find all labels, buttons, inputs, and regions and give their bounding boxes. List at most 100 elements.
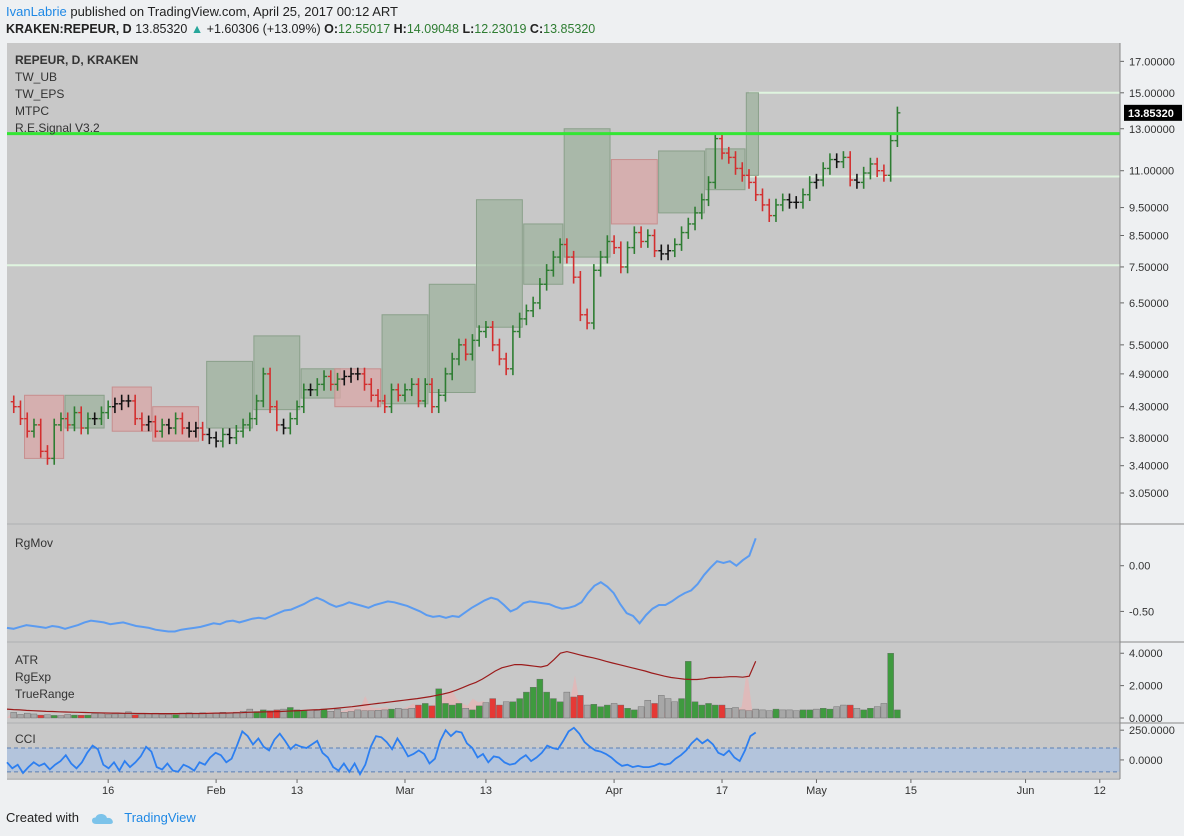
ohlc-line: KRAKEN:REPEUR, D 13.85320 ▲ +1.60306 (+1… [6, 22, 595, 36]
last-price: 13.85320 [135, 22, 188, 36]
low-key: L: [462, 22, 475, 36]
open-value: 12.55017 [338, 22, 391, 36]
truerange-bar [98, 712, 105, 719]
truerange-bar [651, 703, 658, 719]
truerange-bar [219, 712, 227, 719]
truerange-bar [172, 714, 179, 719]
price-axis-label: 8.50000 [1129, 230, 1169, 242]
author-link[interactable]: IvanLabrie [6, 4, 67, 19]
truerange-bar [388, 708, 395, 719]
price-axis-label: 3.40000 [1129, 461, 1169, 473]
time-axis-bg [0, 779, 1184, 803]
time-axis-label: 12 [1094, 785, 1106, 797]
footer: Created with TradingView [6, 810, 196, 826]
truerange-bar [739, 709, 746, 719]
time-axis-label: 15 [905, 785, 917, 797]
range-box [300, 368, 341, 399]
truerange-bar [523, 691, 530, 719]
truerange-bar [44, 714, 51, 719]
truerange-bar [415, 704, 422, 719]
range-box [523, 223, 564, 285]
change-value: +1.60306 (+13.09%) [206, 22, 321, 36]
truerange-bar [678, 698, 685, 719]
truerange-bar [260, 709, 267, 719]
truerange-bar [266, 710, 274, 719]
price-axis-label: 7.50000 [1129, 262, 1169, 274]
truerange-bar [833, 706, 840, 719]
range-box [206, 360, 254, 429]
truerange-bar [287, 707, 294, 719]
truerange-bar [361, 710, 368, 719]
truerange-bar [624, 708, 631, 719]
truerange-bar [860, 709, 867, 719]
price-axis-label: 9.50000 [1129, 203, 1169, 215]
atr-legend-label: ATR [15, 653, 38, 667]
truerange-bar [314, 710, 321, 719]
truerange-bar [610, 703, 618, 719]
truerange-bar [71, 714, 78, 719]
truerange-bar [766, 710, 773, 719]
truerange-bar [759, 709, 766, 719]
range-box [705, 148, 746, 191]
range-box [610, 159, 658, 225]
truerange-bar [779, 709, 786, 719]
atr-legend-label: RgExp [15, 670, 51, 684]
range-box [253, 335, 301, 411]
up-triangle-icon: ▲ [190, 22, 204, 36]
truerange-bar [401, 708, 409, 719]
truerange-bar [475, 705, 483, 719]
atr-axis-label: 0.0000 [1129, 713, 1163, 725]
time-axis-label: Feb [207, 785, 226, 797]
truerange-bar [725, 708, 732, 719]
cci-line [6, 726, 757, 777]
time-axis-label: 13 [480, 785, 492, 797]
truerange-bar [24, 712, 31, 719]
cci-title: CCI [15, 732, 36, 746]
truerange-bar [253, 711, 260, 719]
truerange-bar [10, 712, 17, 719]
truerange-bar [442, 703, 449, 719]
truerange-bar [705, 703, 712, 719]
truerange-bar [246, 708, 254, 719]
price-axis-label: 15.00000 [1129, 88, 1175, 100]
truerange-bar [408, 708, 415, 719]
truerange-bar [462, 708, 469, 719]
tradingview-brand-link[interactable]: TradingView [124, 810, 196, 825]
truerange-bar [698, 704, 705, 719]
truerange-bar [820, 708, 827, 719]
truerange-bar [583, 704, 591, 719]
range-box [24, 394, 65, 459]
truerange-bar [239, 711, 247, 719]
truerange-bar [104, 714, 112, 719]
truerange-bar [577, 695, 584, 719]
truerange-bar [867, 708, 874, 719]
truerange-bar [334, 708, 341, 719]
truerange-bar [91, 713, 98, 719]
truerange-bar [37, 714, 44, 719]
truerange-bar [529, 687, 537, 719]
cci-axis-label: 0.0000 [1129, 755, 1163, 767]
truerange-bar [502, 701, 510, 719]
truerange-bar [550, 698, 557, 719]
time-axis-label: 16 [102, 785, 114, 797]
range-box [658, 150, 705, 214]
truerange-bar [637, 706, 645, 719]
last-price-badge [1124, 104, 1182, 121]
truerange-bar [718, 704, 726, 719]
truerange-bar [745, 710, 753, 719]
truerange-bar [597, 706, 604, 719]
truerange-bar [752, 708, 759, 719]
range-box [64, 394, 105, 429]
indicator-label: TW_UB [15, 70, 57, 84]
indicator-label: R.E.Signal V3.2 [15, 121, 100, 135]
truerange-bar [30, 713, 38, 719]
truerange-bar [395, 708, 402, 719]
truerange-bar [300, 710, 307, 719]
rgmov-axis-label: 0.00 [1129, 561, 1150, 573]
truerange-bar [556, 701, 564, 719]
truerange-bar [131, 714, 139, 719]
range-box [381, 314, 429, 405]
truerange-bar [793, 710, 800, 719]
truerange-bar [840, 704, 847, 719]
